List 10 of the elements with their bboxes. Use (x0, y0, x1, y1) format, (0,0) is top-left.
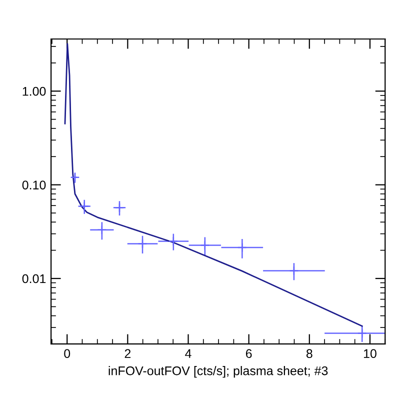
y-tick-label: 0.01 (22, 274, 46, 284)
y-tick-label: 0.10 (22, 180, 46, 190)
y-tick-label: 1.00 (22, 86, 46, 96)
x-tick-label: 2 (124, 349, 131, 358)
x-tick-label: 4 (185, 349, 192, 358)
x-tick-label: 0 (64, 349, 70, 358)
x-axis-title: inFOV-outFOV [cts/s]; plasma sheet; #3 (108, 366, 328, 378)
x-tick-label: 8 (306, 349, 312, 358)
x-tick-label: 10 (364, 349, 376, 358)
x-tick-label: 6 (246, 349, 252, 358)
